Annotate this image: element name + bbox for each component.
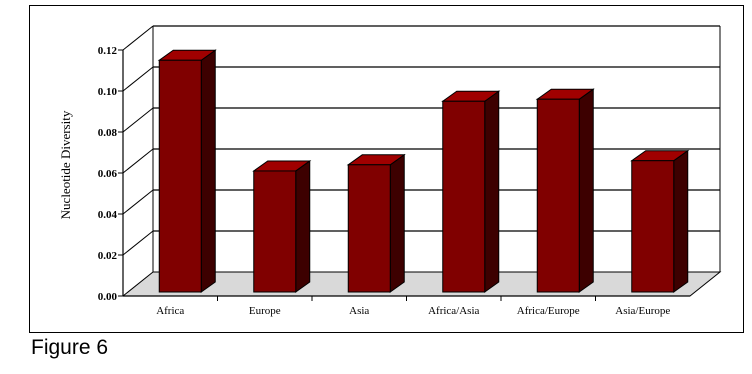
bar-side	[295, 159, 311, 293]
y-tick-label: 0.06	[98, 168, 118, 180]
x-tick-label: Asia/Europe	[615, 305, 670, 317]
bar	[441, 90, 501, 293]
bar-front	[442, 100, 486, 293]
bar-front	[631, 160, 675, 293]
bar-front	[253, 170, 297, 293]
bar-side	[484, 90, 500, 293]
bars-layer	[157, 49, 690, 293]
bar	[630, 149, 690, 293]
bar-side	[200, 49, 216, 293]
bar	[157, 49, 217, 293]
x-tick-label: Africa/Europe	[517, 305, 580, 317]
bar-side	[673, 149, 689, 293]
y-tick-label: 0.10	[98, 86, 118, 98]
gridline-side	[122, 189, 154, 215]
x-tick-label: Africa/Asia	[428, 305, 479, 317]
x-tick-label: Europe	[249, 305, 281, 317]
bar	[252, 159, 312, 293]
y-tick-label: 0.08	[98, 127, 118, 139]
y-axis-title: Nucleotide Diversity	[58, 110, 73, 219]
x-tick-label: Africa	[156, 305, 184, 317]
gridline-side	[122, 107, 154, 133]
gridline-side	[122, 230, 154, 256]
gridline-side	[122, 25, 154, 51]
figure-caption: Figure 6	[31, 336, 109, 359]
gridline-side	[122, 148, 154, 174]
bar-front	[347, 164, 391, 293]
axis-layer	[118, 26, 721, 301]
bar-front	[158, 59, 202, 293]
x-tick-label: Asia	[349, 305, 369, 317]
bar	[346, 153, 406, 293]
y-tick-label: 0.02	[98, 250, 118, 262]
gridline-layer	[122, 25, 720, 256]
labels-layer: 0.00 0.02 0.04 0.06 0.08 0.10 0.12 Africa Europe…	[98, 45, 671, 317]
gridline-side	[122, 66, 154, 92]
y-tick-label: 0.00	[98, 291, 118, 303]
bar-side	[389, 153, 405, 293]
bar-side	[578, 88, 594, 293]
y-tick-label: 0.04	[98, 209, 118, 221]
y-tick-label: 0.12	[98, 45, 118, 57]
bar-front	[536, 98, 580, 293]
bar	[535, 88, 595, 293]
